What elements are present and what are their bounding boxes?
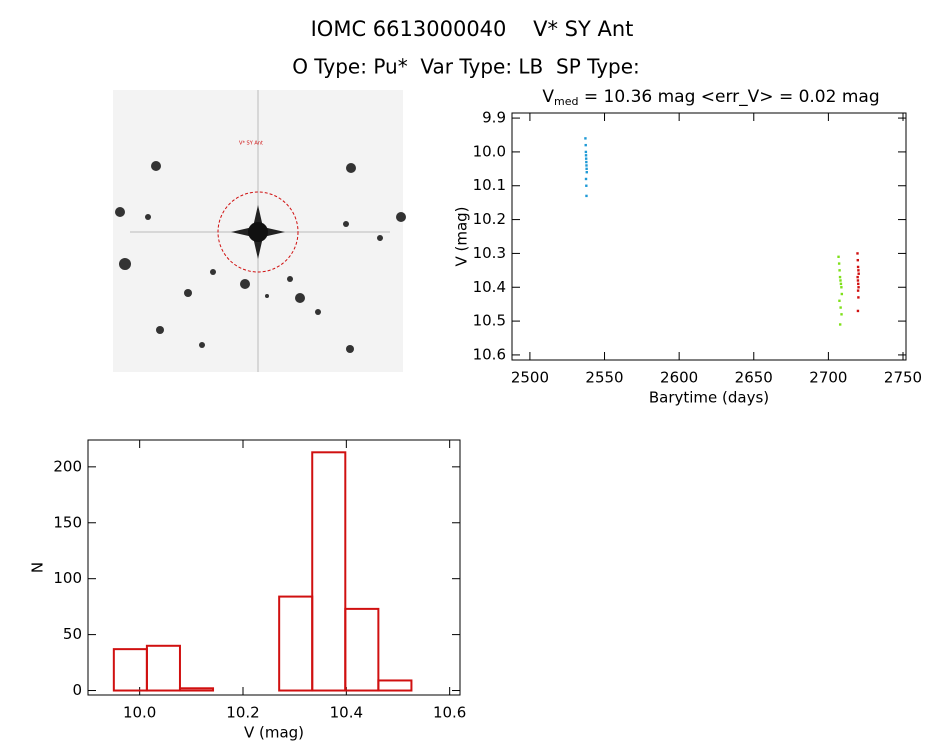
point — [585, 184, 588, 187]
point — [839, 279, 842, 282]
y-axis-label: V (mag) — [453, 206, 471, 266]
finder-label: V* SY Ant — [239, 141, 263, 147]
y-tick-label: 10.0 — [473, 142, 506, 160]
y-tick-label: 10.6 — [473, 345, 506, 363]
point — [840, 292, 844, 296]
x-tick-label: 2500 — [511, 369, 549, 387]
page-subtitle: O Type: Pu* Var Type: LB SP Type: — [292, 55, 640, 79]
y-tick-label: 50 — [63, 625, 82, 643]
point — [857, 286, 860, 289]
bar — [278, 595, 314, 692]
point — [838, 275, 842, 279]
y-tick-label: 10.4 — [473, 278, 506, 296]
point — [840, 286, 843, 289]
y-tick-label: 200 — [53, 457, 82, 475]
point — [839, 282, 843, 286]
point — [838, 269, 841, 272]
plot-frame — [87, 439, 461, 696]
point — [856, 289, 860, 292]
x-tick-label: 10.4 — [330, 704, 363, 722]
y-tick-label: 10.1 — [473, 176, 506, 194]
point — [856, 279, 860, 282]
point — [857, 272, 860, 275]
point — [856, 252, 859, 255]
y-tick-label: 0 — [72, 681, 82, 699]
chart-title: Vmed = 10.36 mag <err_V> = 0.02 mag — [542, 87, 879, 108]
point — [584, 137, 587, 140]
point — [584, 154, 588, 157]
point — [839, 306, 842, 309]
point — [856, 309, 860, 313]
x-tick-label: 2650 — [735, 369, 773, 387]
point — [857, 282, 860, 286]
x-tick-label: 10.0 — [123, 704, 156, 722]
point — [838, 299, 841, 302]
x-tick-label: 10.2 — [226, 704, 259, 722]
plot-frame — [511, 112, 907, 361]
bar — [145, 644, 181, 692]
point — [857, 269, 860, 272]
x-axis-label: Barytime (days) — [649, 389, 769, 407]
bar — [112, 648, 148, 692]
y-tick-label: 10.2 — [473, 210, 506, 228]
point — [584, 177, 588, 181]
point — [856, 275, 859, 279]
y-tick-label: 100 — [53, 569, 82, 587]
point — [584, 143, 587, 147]
chart-title-part: med — [554, 95, 578, 108]
y-axis-label: N — [29, 562, 47, 573]
bar — [178, 687, 215, 692]
chart-title-part: V — [542, 87, 554, 107]
point — [585, 164, 588, 167]
point — [837, 255, 840, 259]
y-tick-label: 150 — [53, 513, 82, 531]
point — [585, 160, 588, 164]
point — [838, 323, 842, 326]
y-tick-label: 9.9 — [482, 109, 506, 127]
bar — [344, 607, 380, 692]
point — [584, 157, 588, 160]
point — [584, 150, 588, 154]
y-tick-label: 10.5 — [473, 312, 506, 330]
x-tick-label: 10.6 — [433, 704, 466, 722]
point — [856, 258, 859, 262]
point — [585, 171, 588, 174]
x-tick-label: 2550 — [585, 369, 623, 387]
point — [585, 194, 588, 198]
x-tick-label: 2600 — [660, 369, 698, 387]
x-axis-label: V (mag) — [244, 724, 304, 742]
y-tick-label: 10.3 — [473, 244, 506, 262]
x-tick-label: 2750 — [884, 369, 922, 387]
point — [840, 313, 843, 316]
point — [857, 296, 860, 299]
x-tick-label: 2700 — [809, 369, 847, 387]
finder-image: V* SY Ant — [113, 90, 406, 372]
page-title: IOMC 6613000040 V* SY Ant — [311, 17, 634, 41]
point — [856, 265, 860, 269]
point — [585, 167, 588, 171]
bar — [377, 679, 413, 692]
point — [837, 262, 841, 265]
chart-title-part: = 10.36 mag <err_V> = 0.02 mag — [578, 87, 879, 107]
bar — [311, 451, 347, 692]
